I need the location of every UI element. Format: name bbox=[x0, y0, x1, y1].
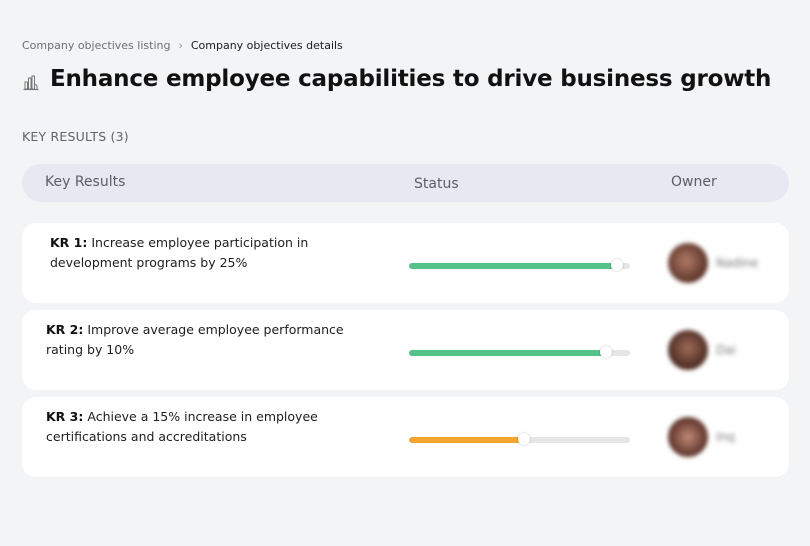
avatar bbox=[668, 417, 708, 457]
key-result-text: KR 2: Improve average employee performan… bbox=[46, 320, 366, 360]
table-row[interactable]: KR 3: Achieve a 15% increase in employee… bbox=[22, 397, 789, 477]
bar-chart-icon bbox=[22, 73, 40, 91]
owner: Dai bbox=[668, 330, 736, 370]
status-progress-bar[interactable] bbox=[409, 346, 630, 358]
owner-name: Nadine bbox=[716, 256, 759, 270]
table-row[interactable]: KR 1: Increase employee participation in… bbox=[22, 223, 789, 303]
progress-fill bbox=[409, 263, 617, 269]
owner: Nadine bbox=[668, 243, 758, 283]
breadcrumb: Company objectives listing › Company obj… bbox=[22, 39, 343, 52]
progress-knob[interactable] bbox=[517, 433, 530, 445]
owner-name: Dai bbox=[716, 343, 736, 357]
table-row[interactable]: KR 2: Improve average employee performan… bbox=[22, 310, 789, 390]
key-result-id: KR 3: bbox=[46, 409, 84, 424]
owner-name: Inq bbox=[716, 430, 735, 444]
column-header-owner: Owner bbox=[671, 174, 717, 190]
status-progress-bar[interactable] bbox=[409, 433, 630, 445]
key-result-text: KR 1: Increase employee participation in… bbox=[50, 233, 370, 273]
breadcrumb-link-listing[interactable]: Company objectives listing bbox=[22, 39, 171, 52]
key-result-description: Improve average employee performance rat… bbox=[46, 322, 344, 357]
progress-fill bbox=[409, 437, 524, 443]
avatar bbox=[668, 330, 708, 370]
column-header-key-results: Key Results bbox=[45, 174, 126, 190]
page-title: Enhance employee capabilities to drive b… bbox=[50, 66, 772, 92]
key-result-id: KR 2: bbox=[46, 322, 84, 337]
key-result-id: KR 1: bbox=[50, 235, 88, 250]
key-result-text: KR 3: Achieve a 15% increase in employee… bbox=[46, 407, 366, 447]
key-results-count-label: KEY RESULTS (3) bbox=[22, 129, 129, 144]
progress-fill bbox=[409, 350, 606, 356]
column-header-status: Status bbox=[414, 176, 459, 192]
page-header: Enhance employee capabilities to drive b… bbox=[22, 66, 771, 92]
key-result-description: Increase employee participation in devel… bbox=[50, 235, 309, 270]
progress-knob[interactable] bbox=[610, 259, 623, 271]
owner: Inq bbox=[668, 417, 735, 457]
avatar bbox=[668, 243, 708, 283]
key-result-description: Achieve a 15% increase in employee certi… bbox=[46, 409, 318, 444]
status-progress-bar[interactable] bbox=[409, 259, 630, 271]
progress-knob[interactable] bbox=[599, 346, 612, 358]
breadcrumb-current: Company objectives details bbox=[190, 39, 343, 52]
chevron-right-icon: › bbox=[178, 39, 183, 52]
table-header: Key Results Status Owner bbox=[22, 164, 789, 202]
